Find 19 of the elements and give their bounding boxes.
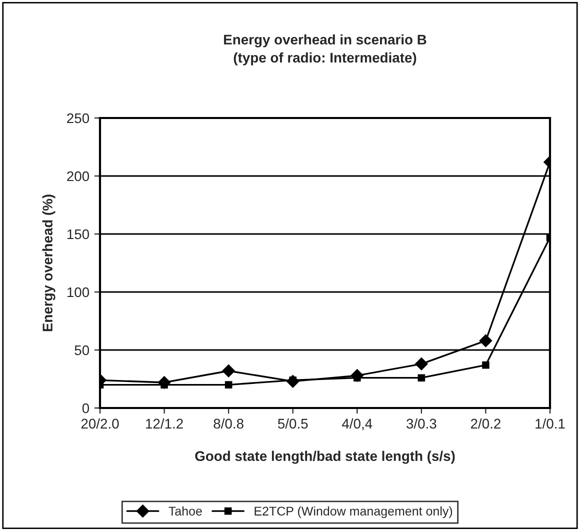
legend-label: Tahoe [168, 506, 202, 516]
x-tick-label: 3/0.3 [406, 418, 436, 429]
y-tick-label: 250 [67, 113, 90, 124]
x-axis-title: Good state length/bad state length (s/s) [195, 450, 455, 464]
chart-title: Energy overhead in scenario B (type of radio: Intermediate) [224, 34, 426, 66]
x-tick-label: 20/2.0 [81, 418, 119, 429]
y-tick-label: 0 [82, 403, 90, 414]
legend-label: E2TCP (Window management only) [254, 506, 452, 518]
x-tick-label: 1/0.1 [536, 418, 565, 429]
x-tick-label: 8/0.8 [214, 418, 244, 429]
x-tick-label: 12/1.2 [146, 418, 183, 429]
x-tick-label: 5/0.5 [278, 418, 308, 429]
y-tick-label: 200 [67, 171, 90, 182]
x-tick-label: 4/0,4 [342, 418, 372, 430]
y-tick-label: 150 [67, 229, 90, 240]
y-tick-label: 100 [67, 287, 90, 298]
y-tick-label: 50 [74, 345, 90, 356]
x-tick-label: 2/0.2 [470, 418, 500, 429]
y-axis-title: Energy overhead (%) [42, 194, 56, 332]
